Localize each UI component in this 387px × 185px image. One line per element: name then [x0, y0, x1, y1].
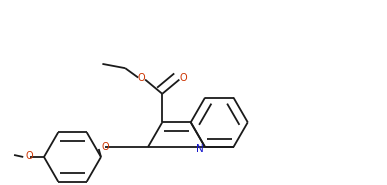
Text: O: O: [180, 73, 187, 83]
Text: O: O: [26, 152, 34, 162]
Text: N: N: [196, 144, 204, 154]
Text: O: O: [101, 142, 109, 152]
Text: O: O: [137, 73, 145, 83]
